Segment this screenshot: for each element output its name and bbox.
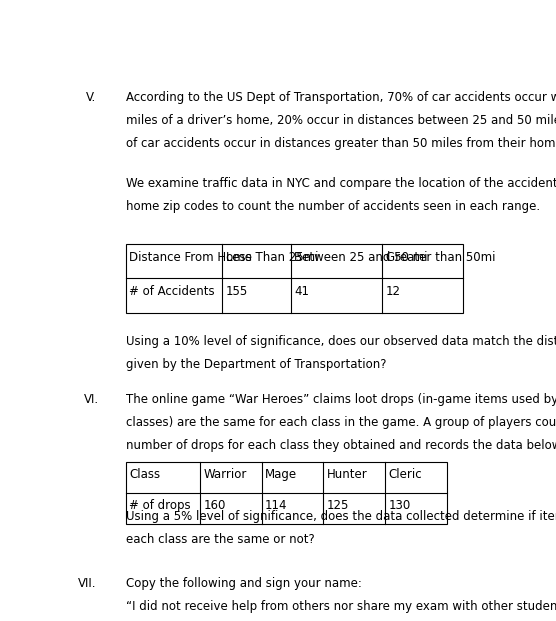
- Text: Mage: Mage: [265, 468, 297, 481]
- Text: classes) are the same for each class in the game. A group of players counts the: classes) are the same for each class in …: [126, 415, 556, 428]
- Text: VII.: VII.: [78, 576, 97, 589]
- Text: # of Accidents: # of Accidents: [129, 285, 215, 298]
- Text: “I did not receive help from others nor share my exam with other students.”: “I did not receive help from others nor …: [126, 599, 556, 612]
- Text: 155: 155: [226, 285, 248, 298]
- Text: 12: 12: [386, 285, 401, 298]
- Text: Hunter: Hunter: [327, 468, 368, 481]
- Text: The online game “War Heroes” claims loot drops (in-game items used by certain: The online game “War Heroes” claims loot…: [126, 392, 556, 406]
- Text: Less Than 25mi: Less Than 25mi: [226, 250, 319, 263]
- Text: Distance From Home: Distance From Home: [129, 250, 252, 263]
- Text: VI.: VI.: [84, 392, 99, 406]
- Text: home zip codes to count the number of accidents seen in each range.: home zip codes to count the number of ac…: [126, 201, 540, 213]
- Text: Warrior: Warrior: [203, 468, 247, 481]
- Text: # of drops: # of drops: [129, 499, 191, 512]
- Text: 130: 130: [389, 499, 411, 512]
- Text: 125: 125: [327, 499, 349, 512]
- Text: We examine traffic data in NYC and compare the location of the accidents to driv: We examine traffic data in NYC and compa…: [126, 178, 556, 190]
- Bar: [126, 244, 463, 313]
- Text: Copy the following and sign your name:: Copy the following and sign your name:: [126, 576, 361, 589]
- Text: each class are the same or not?: each class are the same or not?: [126, 533, 314, 546]
- Text: Between 25 and 50 mi: Between 25 and 50 mi: [294, 250, 428, 263]
- Text: Using a 5% level of significance, does the data collected determine if item drop: Using a 5% level of significance, does t…: [126, 510, 556, 523]
- Text: miles of a driver’s home, 20% occur in distances between 25 and 50 miles, and 10: miles of a driver’s home, 20% occur in d…: [126, 114, 556, 127]
- Text: given by the Department of Transportation?: given by the Department of Transportatio…: [126, 358, 386, 371]
- Text: 114: 114: [265, 499, 287, 512]
- Text: Cleric: Cleric: [389, 468, 422, 481]
- Text: 41: 41: [294, 285, 309, 298]
- Text: V.: V.: [86, 91, 96, 104]
- Text: number of drops for each class they obtained and records the data below.: number of drops for each class they obta…: [126, 438, 556, 451]
- Bar: [126, 462, 446, 524]
- Text: Greater than 50mi: Greater than 50mi: [386, 250, 495, 263]
- Text: Using a 10% level of significance, does our observed data match the distribution: Using a 10% level of significance, does …: [126, 335, 556, 348]
- Text: 160: 160: [203, 499, 226, 512]
- Text: Class: Class: [129, 468, 160, 481]
- Text: of car accidents occur in distances greater than 50 miles from their home.: of car accidents occur in distances grea…: [126, 137, 556, 150]
- Text: According to the US Dept of Transportation, 70% of car accidents occur within 25: According to the US Dept of Transportati…: [126, 91, 556, 104]
